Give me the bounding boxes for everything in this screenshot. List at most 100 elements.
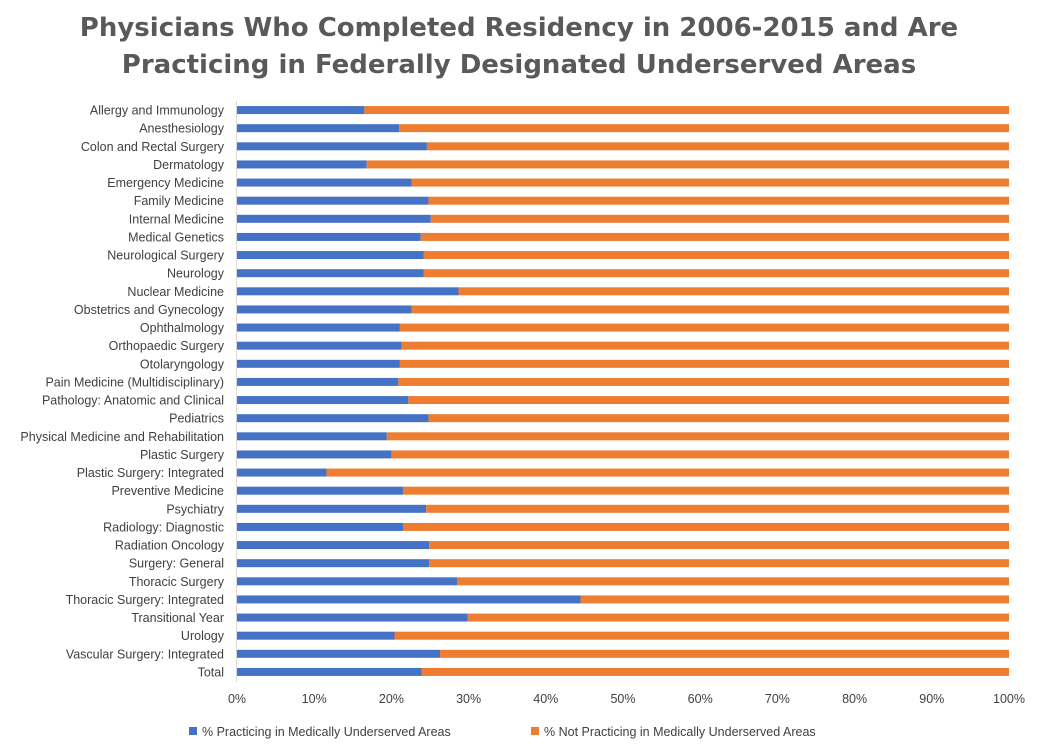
bar-underserved	[237, 595, 581, 604]
legend-swatch-not-underserved	[531, 727, 539, 735]
category-label: Transitional Year	[131, 611, 224, 625]
bar-underserved	[237, 486, 403, 495]
bar-underserved	[237, 522, 403, 531]
bar-underserved	[237, 541, 430, 550]
bar-not-underserved	[391, 450, 1009, 459]
bar-not-underserved	[429, 541, 1009, 550]
category-label: Preventive Medicine	[111, 484, 224, 498]
category-label: Neurology	[167, 267, 225, 281]
category-label: Pathology: Anatomic and Clinical	[42, 394, 224, 408]
bar-not-underserved	[430, 214, 1010, 223]
x-tick-label: 90%	[919, 692, 944, 706]
bar-not-underserved	[402, 522, 1010, 531]
x-tick-label: 0%	[228, 692, 246, 706]
category-label: Otolaryngology	[140, 357, 225, 371]
category-label: Psychiatry	[166, 502, 224, 516]
bars-group	[237, 106, 1010, 676]
bar-not-underserved	[457, 577, 1009, 586]
bar-underserved	[237, 396, 409, 405]
bar-underserved	[237, 613, 468, 622]
x-tick-label: 70%	[765, 692, 790, 706]
bar-not-underserved	[458, 287, 1010, 296]
bar-underserved	[237, 432, 387, 441]
legend-label-underserved: % Practicing in Medically Underserved Ar…	[202, 725, 451, 739]
category-label: Radiation Oncology	[115, 539, 225, 553]
category-label: Medical Genetics	[128, 230, 224, 244]
category-label: Pediatrics	[169, 412, 224, 426]
bar-underserved	[237, 106, 365, 115]
bar-underserved	[237, 667, 422, 676]
category-label: Ophthalmology	[140, 321, 225, 335]
bar-not-underserved	[401, 341, 1009, 350]
category-label: Plastic Surgery: Integrated	[77, 466, 224, 480]
x-tick-label: 60%	[688, 692, 713, 706]
bar-underserved	[237, 649, 441, 658]
bar-not-underserved	[411, 178, 1009, 187]
category-label: Total	[198, 665, 224, 679]
category-labels-group: Allergy and Immunology Anesthesiology Colo…	[20, 104, 224, 680]
category-label: Neurological Surgery	[107, 249, 224, 263]
x-tick-label: 40%	[533, 692, 558, 706]
category-label: Surgery: General	[129, 557, 224, 571]
bar-not-underserved	[386, 432, 1009, 441]
x-tick-labels-group: 0% 10% 20% 30% 40% 50% 60% 70% 80% 90% 100%	[228, 692, 1025, 706]
category-label: Thoracic Surgery	[129, 575, 225, 589]
bar-underserved	[237, 504, 427, 513]
category-label: Anesthesiology	[139, 122, 225, 136]
bar-underserved	[237, 359, 400, 368]
legend-swatch-underserved	[189, 727, 197, 735]
bar-not-underserved	[467, 613, 1009, 622]
category-label: Vascular Surgery: Integrated	[66, 647, 224, 661]
bar-not-underserved	[399, 124, 1009, 133]
bar-not-underserved	[420, 232, 1010, 241]
bar-underserved	[237, 196, 429, 205]
bar-not-underserved	[421, 667, 1009, 676]
bar-not-underserved	[364, 106, 1009, 115]
bar-underserved	[237, 287, 459, 296]
bar-not-underserved	[399, 359, 1010, 368]
bar-underserved	[237, 323, 400, 332]
category-label: Physical Medicine and Rehabilitation	[20, 430, 224, 444]
bar-not-underserved	[399, 323, 1010, 332]
x-tick-label: 30%	[456, 692, 481, 706]
bar-underserved	[237, 251, 424, 260]
category-label: Pain Medicine (Multidisciplinary)	[45, 375, 224, 389]
bar-not-underserved	[366, 160, 1009, 169]
x-tick-label: 20%	[379, 692, 404, 706]
bar-underserved	[237, 160, 367, 169]
bar-not-underserved	[326, 468, 1009, 477]
bar-not-underserved	[580, 595, 1009, 604]
category-label: Emergency Medicine	[107, 176, 224, 190]
bar-not-underserved	[428, 414, 1009, 423]
category-label: Allergy and Immunology	[90, 104, 225, 118]
category-label: Plastic Surgery	[140, 448, 225, 462]
x-tick-label: 50%	[610, 692, 635, 706]
bar-underserved	[237, 377, 399, 386]
bar-not-underserved	[428, 196, 1009, 205]
bar-not-underserved	[394, 631, 1009, 640]
bar-not-underserved	[402, 486, 1010, 495]
bar-underserved	[237, 631, 395, 640]
x-tick-label: 10%	[302, 692, 327, 706]
category-label: Urology	[181, 629, 225, 643]
bar-underserved	[237, 178, 412, 187]
category-label: Thoracic Surgery: Integrated	[66, 593, 224, 607]
bar-underserved	[237, 468, 327, 477]
bar-underserved	[237, 269, 424, 278]
bar-underserved	[237, 450, 392, 459]
bar-not-underserved	[423, 269, 1010, 278]
bar-underserved	[237, 124, 400, 133]
bar-underserved	[237, 232, 421, 241]
category-label: Dermatology	[153, 158, 225, 172]
bar-not-underserved	[408, 396, 1009, 405]
category-label: Orthopaedic Surgery	[109, 339, 225, 353]
bar-underserved	[237, 577, 458, 586]
bar-not-underserved	[440, 649, 1009, 658]
x-tick-label: 80%	[842, 692, 867, 706]
category-label: Obstetrics and Gynecology	[74, 303, 225, 317]
chart-title-line-2: Practicing in Federally Designated Under…	[122, 50, 916, 80]
bar-underserved	[237, 142, 427, 151]
category-label: Colon and Rectal Surgery	[81, 140, 225, 154]
category-label: Nuclear Medicine	[127, 285, 224, 299]
